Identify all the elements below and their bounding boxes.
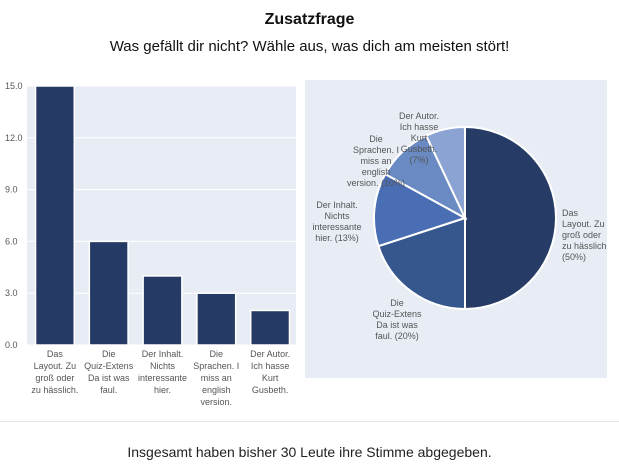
pie-slice-label: Nichts <box>324 211 350 221</box>
y-tick-label: 6.0 <box>5 236 18 246</box>
pie-slice <box>424 125 466 219</box>
x-tick-label: Sprachen. I <box>193 361 239 371</box>
x-tick-label: version. <box>201 397 233 407</box>
x-tick-label: english <box>202 385 231 395</box>
pie-slice-label: (7%) <box>409 155 428 165</box>
pie-slice-label: Quiz-Extens <box>372 309 422 319</box>
x-tick-label: Gusbeth. <box>252 385 289 395</box>
pie-slice-label: Gusbeth. <box>401 144 438 154</box>
y-tick-label: 3.0 <box>5 288 18 298</box>
x-tick-label: Quiz-Extens <box>84 361 134 371</box>
pie-slice <box>377 216 466 311</box>
pie-slice-label: Sprachen. I <box>353 145 399 155</box>
pie-slice-label: Die <box>369 134 383 144</box>
x-tick-label: Die <box>102 349 116 359</box>
x-tick-label: Kurt <box>262 373 279 383</box>
pie-slice-label: interessante <box>312 222 361 232</box>
x-tick-label: interessante <box>138 373 187 383</box>
pie-slice-label: (50%) <box>562 252 586 262</box>
y-tick-label: 0.0 <box>5 340 18 350</box>
pie-slice <box>464 125 557 311</box>
pie-slice-label: hier. (13%) <box>315 233 359 243</box>
bar-chart: 0.0 3.0 6.0 9.0 12.0 15.0 Das Layout. Zu groß od… <box>5 81 296 407</box>
x-tick-label: zu hässlich. <box>31 385 78 395</box>
x-tick-label: Der Autor. <box>250 349 290 359</box>
x-tick-label: Die <box>210 349 224 359</box>
y-tick-label: 12.0 <box>5 133 23 143</box>
x-tick-label: faul. <box>100 385 117 395</box>
x-tick-label: hier. <box>154 385 171 395</box>
bar <box>88 240 129 346</box>
bar <box>142 275 183 346</box>
bar <box>249 309 291 346</box>
pie-slice-label: faul. (20%) <box>375 331 419 341</box>
pie-slice-label: english <box>362 167 391 177</box>
x-tick-label: miss an <box>201 373 232 383</box>
y-tick-label: 9.0 <box>5 185 18 195</box>
pie-slice-label: miss an <box>360 156 391 166</box>
bar <box>196 292 237 346</box>
x-tick-label: Ich hasse <box>251 361 290 371</box>
vote-count-footer: Insgesamt haben bisher 30 Leute ihre Sti… <box>127 444 492 460</box>
x-tick-label: Das <box>47 349 64 359</box>
pie-slice-label: Ich hasse <box>400 122 439 132</box>
pie-slice-label: groß oder <box>562 230 601 240</box>
y-tick-label: 15.0 <box>5 81 23 91</box>
pie-slice <box>373 172 468 248</box>
pie-slice-label: Das <box>562 208 579 218</box>
x-tick-label: Nichts <box>150 361 176 371</box>
pie-slice-label: Der Autor. <box>399 111 439 121</box>
pie-slice-label: Kurt <box>411 133 428 143</box>
divider <box>0 421 619 422</box>
pie-slice-label: Da ist was <box>376 320 418 330</box>
pie-slice-label: Layout. Zu <box>562 219 605 229</box>
bar <box>34 85 76 346</box>
pie-slice-label: Der Inhalt. <box>316 200 358 210</box>
chart-subtitle: Was gefällt dir nicht? Wähle aus, was di… <box>109 38 510 55</box>
pie-slice-label: Die <box>390 298 404 308</box>
x-tick-label: Der Inhalt. <box>142 349 184 359</box>
pie-slice-label: zu hässlich. <box>562 241 607 251</box>
x-tick-label: Layout. Zu <box>34 361 77 371</box>
chart-title: Zusatzfrage <box>264 11 355 28</box>
x-tick-label: Da ist was <box>88 373 130 383</box>
pie-slice-label: version. (10%) <box>347 178 405 188</box>
x-tick-label: groß oder <box>35 373 74 383</box>
